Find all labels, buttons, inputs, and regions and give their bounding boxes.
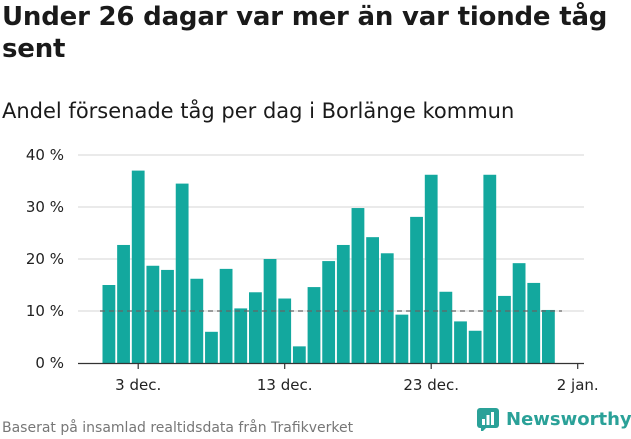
bar (263, 259, 277, 363)
x-tick-label: 3 dec. (115, 376, 161, 394)
bar (483, 174, 497, 363)
bar (380, 253, 394, 363)
bar (117, 244, 130, 363)
brand-logo: Newsworthy (476, 407, 631, 431)
y-tick-label: 20 % (26, 250, 64, 268)
bar (498, 295, 511, 363)
x-tick-label: 13 dec. (257, 376, 313, 394)
bar (527, 282, 541, 363)
chart-subtitle: Andel försenade tåg per dag i Borlänge k… (2, 99, 515, 123)
bar (424, 174, 438, 363)
bar (234, 308, 248, 363)
bar (336, 244, 350, 363)
bar (161, 269, 174, 363)
bar (366, 237, 379, 363)
bar (351, 208, 365, 363)
y-tick-label: 30 % (26, 198, 64, 216)
newsworthy-logo-icon (477, 408, 499, 431)
bar (205, 331, 218, 363)
x-tick-label: 2 jan. (557, 376, 599, 394)
bar (175, 183, 189, 363)
bar (512, 263, 526, 363)
y-tick-label: 10 % (26, 302, 64, 320)
bar (307, 287, 321, 363)
brand-name: Newsworthy (506, 408, 631, 430)
bar (410, 216, 423, 363)
bar (146, 265, 160, 363)
y-tick-label: 0 % (35, 354, 64, 372)
source-note: Baserat på insamlad realtidsdata från Tr… (2, 420, 354, 436)
bar (131, 170, 145, 363)
bar (454, 321, 467, 363)
chart-title: Under 26 dagar var mer än var tionde tåg… (2, 2, 608, 64)
bar (278, 298, 292, 363)
bar (219, 268, 233, 363)
bar (395, 314, 409, 363)
bar (542, 309, 555, 363)
bar (102, 285, 116, 363)
x-tick-label: 23 dec. (403, 376, 459, 394)
bar (322, 261, 336, 363)
y-tick-label: 40 % (26, 146, 64, 164)
bar (190, 278, 204, 363)
bar (249, 292, 262, 363)
bar (468, 330, 482, 363)
bar (439, 291, 453, 363)
bars (102, 170, 555, 363)
bar-chart: 0 % 10 % 20 % 30 % 40 % 3 dec. 13 dec. 23 dec. 2… (26, 146, 599, 394)
axes: 0 % 10 % 20 % 30 % 40 % 3 dec. 13 dec. 23 dec. 2… (26, 146, 599, 394)
bar (292, 346, 306, 363)
